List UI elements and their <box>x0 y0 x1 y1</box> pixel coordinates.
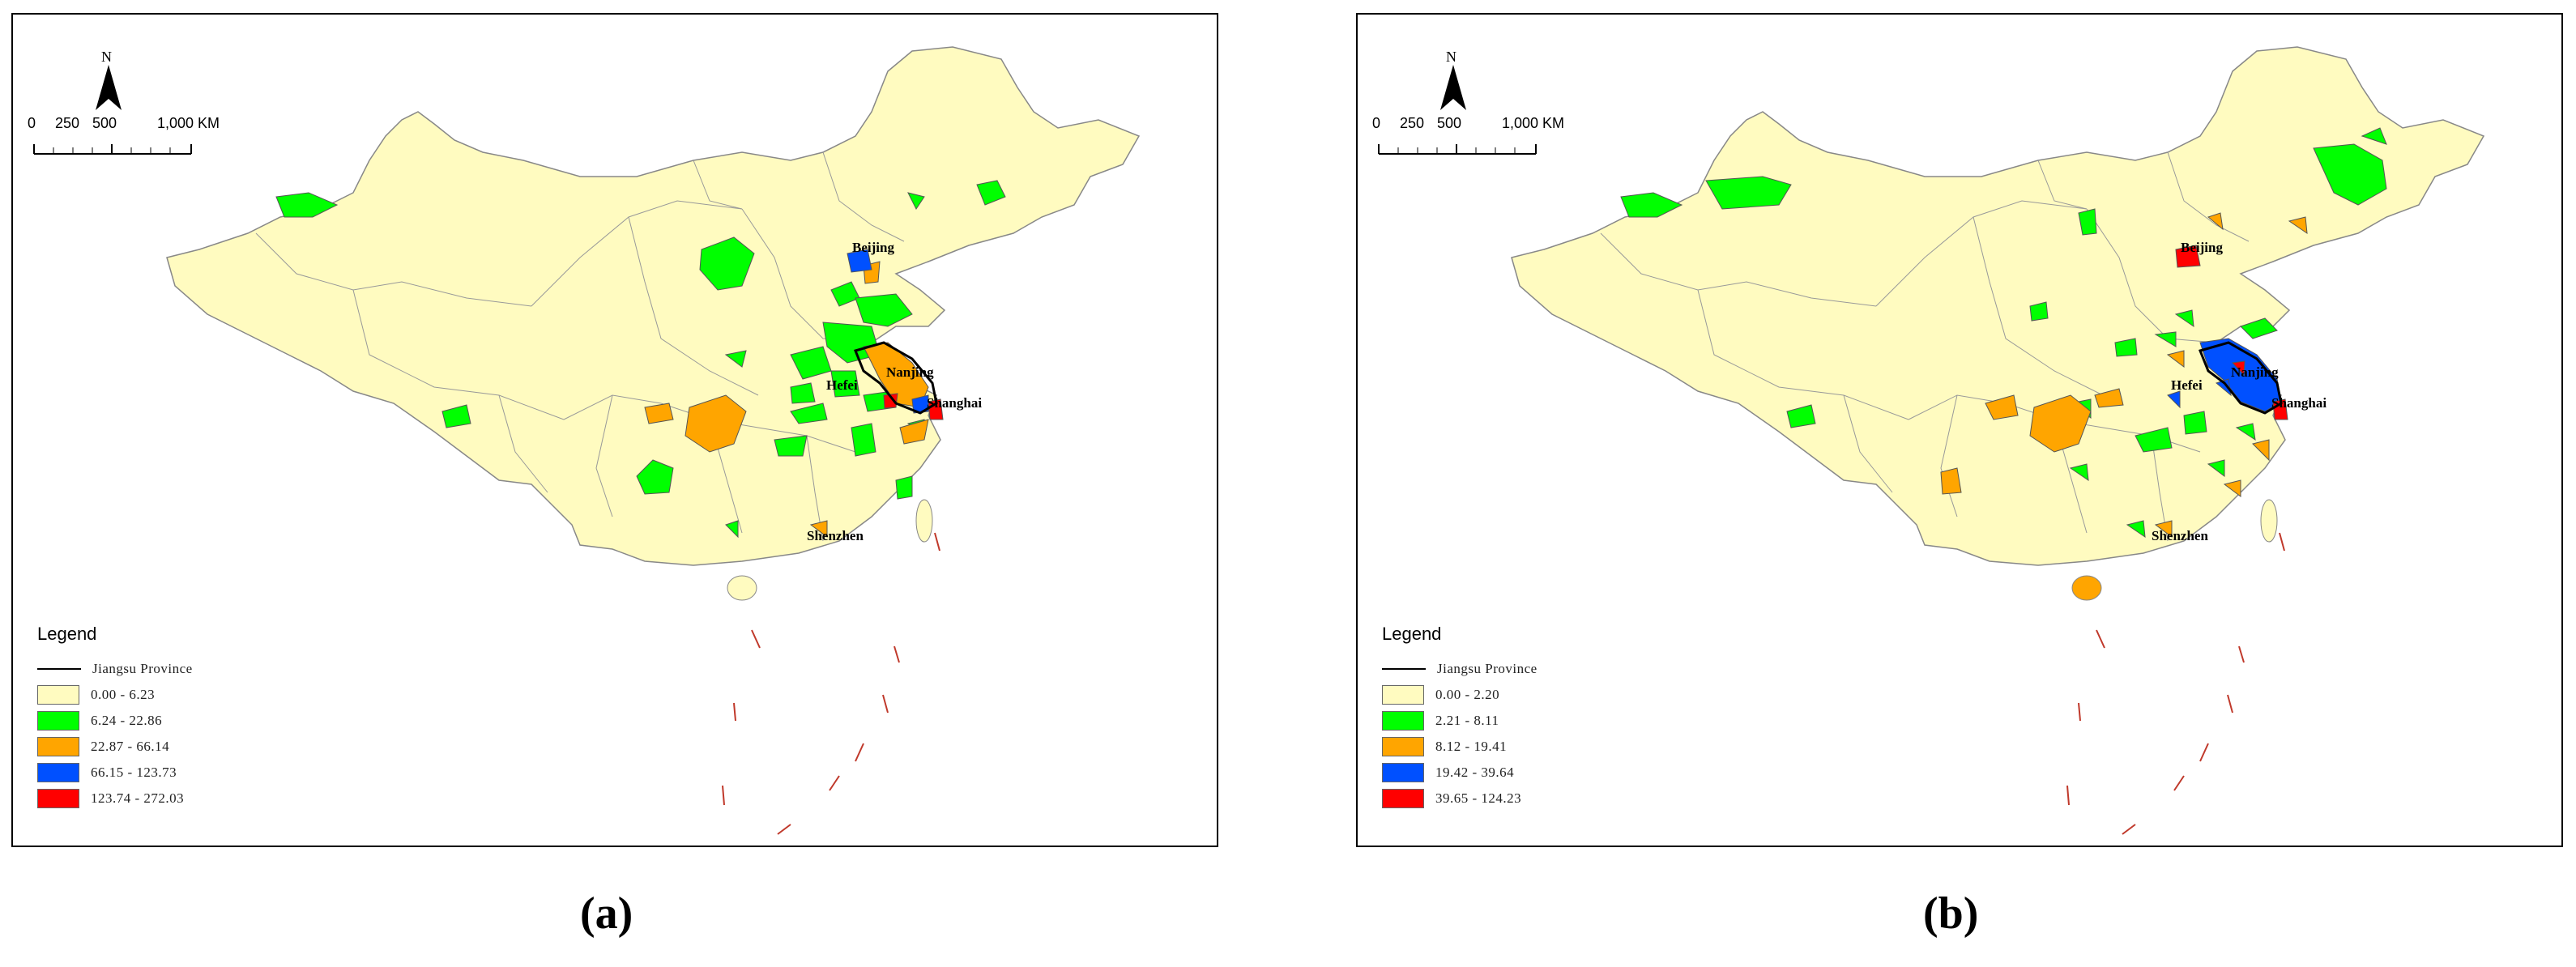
hainan-island <box>2071 575 2102 601</box>
north-label: N <box>1446 49 1456 65</box>
choropleth-regions-a <box>275 180 1006 539</box>
legend-class-label: 0.00 - 2.20 <box>1435 687 1500 702</box>
legend-boundary-label: Jiangsu Province <box>92 661 193 676</box>
nine-dash-line <box>722 532 940 835</box>
legend-class-label: 22.87 - 66.14 <box>91 739 170 754</box>
legend-a: Legend Jiangsu Province 0.00 - 6.23 6.24… <box>37 624 280 812</box>
scale-bar <box>33 144 192 155</box>
legend-swatch <box>1382 763 1424 782</box>
china-mainland <box>1511 46 2485 566</box>
caption-a: (a) <box>580 888 633 939</box>
boundary-line-icon <box>1382 668 1426 670</box>
legend-class-row: 39.65 - 124.23 <box>1382 786 1625 812</box>
scale-label-500: 500 <box>92 115 117 131</box>
scale-label-1000km: 1,000 KM <box>157 115 220 131</box>
scale-label-250: 250 <box>1400 115 1425 131</box>
city-label-shanghai: Shanghai <box>927 395 983 411</box>
caption-b: (b) <box>1923 888 1979 939</box>
legend-swatch <box>37 685 79 705</box>
city-label-shenzhen: Shenzhen <box>2152 528 2208 543</box>
legend-class-label: 19.42 - 39.64 <box>1435 765 1515 780</box>
scale-bar <box>1378 144 1537 155</box>
scale-label-1000km: 1,000 KM <box>1502 115 1565 131</box>
legend-class-row: 2.21 - 8.11 <box>1382 708 1625 734</box>
legend-swatch <box>37 789 79 808</box>
legend-class-row: 19.42 - 39.64 <box>1382 760 1625 786</box>
legend-class-row: 8.12 - 19.41 <box>1382 734 1625 760</box>
north-arrow-icon <box>96 65 122 110</box>
legend-class-label: 123.74 - 272.03 <box>91 790 185 806</box>
legend-swatch <box>37 737 79 756</box>
legend-class-label: 0.00 - 6.23 <box>91 687 156 702</box>
map-panel-a: N 0 250 500 1,000 KM Beijing Nanjing Hef… <box>11 13 1218 847</box>
legend-class-row: 22.87 - 66.14 <box>37 734 280 760</box>
legend-boundary-row: Jiangsu Province <box>37 656 280 682</box>
scale-label-500: 500 <box>1437 115 1462 131</box>
legend-class-row: 0.00 - 6.23 <box>37 682 280 708</box>
legend-class-row: 6.24 - 22.86 <box>37 708 280 734</box>
city-label-shanghai: Shanghai <box>2271 395 2327 411</box>
legend-class-label: 8.12 - 19.41 <box>1435 739 1508 754</box>
legend-swatch <box>37 711 79 731</box>
nine-dash-line <box>2066 532 2285 835</box>
china-map-a <box>166 46 1141 835</box>
legend-class-label: 66.15 - 123.73 <box>91 765 177 780</box>
legend-title: Legend <box>1382 624 1442 644</box>
city-label-hefei: Hefei <box>826 377 858 393</box>
legend-class-row: 0.00 - 2.20 <box>1382 682 1625 708</box>
legend-swatch <box>1382 685 1424 705</box>
city-label-beijing: Beijing <box>852 240 894 255</box>
map-panel-b: N 0 250 500 1,000 KM Beijing Nanjing Hef… <box>1356 13 2563 847</box>
scale-label-0: 0 <box>28 115 36 131</box>
legend-swatch <box>1382 737 1424 756</box>
legend-swatch <box>37 763 79 782</box>
city-label-beijing: Beijing <box>2181 240 2223 255</box>
legend-swatch <box>1382 711 1424 731</box>
legend-boundary-label: Jiangsu Province <box>1437 661 1537 676</box>
city-label-hefei: Hefei <box>2171 377 2203 393</box>
city-label-nanjing: Nanjing <box>886 364 934 380</box>
scale-label-250: 250 <box>55 115 80 131</box>
legend-class-label: 6.24 - 22.86 <box>91 713 163 728</box>
north-arrow-icon <box>1440 65 1466 110</box>
china-map-b <box>1511 46 2485 835</box>
boundary-line-icon <box>37 668 81 670</box>
legend-class-label: 39.65 - 124.23 <box>1435 790 1522 806</box>
legend-class-row: 66.15 - 123.73 <box>37 760 280 786</box>
legend-class-row: 123.74 - 272.03 <box>37 786 280 812</box>
legend-swatch <box>1382 789 1424 808</box>
city-label-shenzhen: Shenzhen <box>807 528 864 543</box>
choropleth-regions-b <box>1620 127 2387 539</box>
china-mainland <box>166 46 1141 566</box>
legend-boundary-row: Jiangsu Province <box>1382 656 1625 682</box>
hainan-island <box>727 575 757 601</box>
north-label: N <box>101 49 112 65</box>
city-label-nanjing: Nanjing <box>2231 364 2279 380</box>
legend-class-label: 2.21 - 8.11 <box>1435 713 1499 728</box>
taiwan-island <box>915 499 933 543</box>
legend-title: Legend <box>37 624 97 644</box>
legend-b: Legend Jiangsu Province 0.00 - 2.20 2.21… <box>1382 624 1625 812</box>
scale-label-0: 0 <box>1372 115 1381 131</box>
taiwan-island <box>2260 499 2278 543</box>
